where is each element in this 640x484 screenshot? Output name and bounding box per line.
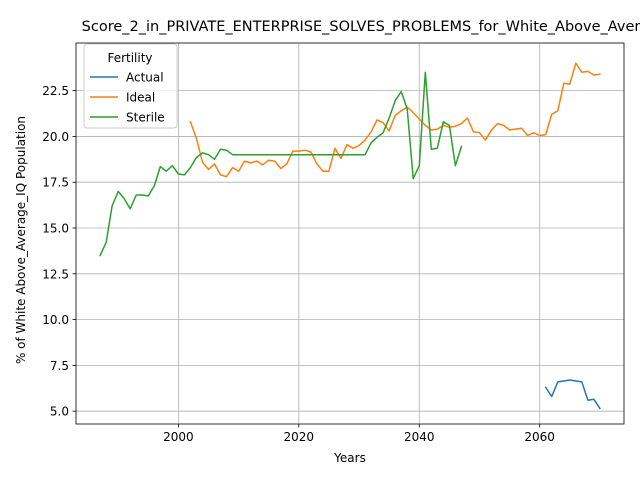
y-tick-label: 20.0 xyxy=(42,130,69,144)
x-tick-label: 2040 xyxy=(404,430,435,444)
y-tick-label: 15.0 xyxy=(42,222,69,236)
y-tick-label: 7.5 xyxy=(50,359,69,373)
plot-frame xyxy=(75,42,625,425)
axis-ticks: 2000 2020 2040 2060 5.0 7.5 10.0 12.5 15.0 17.5 20… xyxy=(42,84,555,444)
legend-label-sterile: Sterile xyxy=(126,111,165,125)
series-line-sterile xyxy=(99,71,463,257)
series-line-actual xyxy=(544,379,601,410)
y-tick-label: 5.0 xyxy=(50,405,69,419)
legend-frame xyxy=(83,43,178,129)
x-tick-label: 2020 xyxy=(284,430,315,444)
y-tick-label: 10.0 xyxy=(42,313,69,327)
grid-lines xyxy=(76,43,624,424)
series-lines xyxy=(99,62,601,410)
legend-label-actual: Actual xyxy=(126,71,164,85)
legend: Fertility Actual Ideal Sterile xyxy=(83,43,178,129)
x-tick-label: 2060 xyxy=(524,430,555,444)
y-tick-label: 22.5 xyxy=(42,84,69,98)
series-line-ideal xyxy=(189,62,601,178)
legend-entries: Actual Ideal Sterile xyxy=(90,71,165,125)
x-axis-label: Years xyxy=(333,451,366,465)
y-tick-label: 17.5 xyxy=(42,176,69,190)
legend-title: Fertility xyxy=(107,51,152,65)
y-axis-label: % of White Above_Average_IQ Population xyxy=(14,116,28,364)
legend-label-ideal: Ideal xyxy=(126,91,155,105)
y-tick-label: 12.5 xyxy=(42,267,69,281)
x-tick-label: 2000 xyxy=(163,430,194,444)
chart-title: Score_2_in_PRIVATE_ENTERPRISE_SOLVES_PRO… xyxy=(82,19,640,35)
